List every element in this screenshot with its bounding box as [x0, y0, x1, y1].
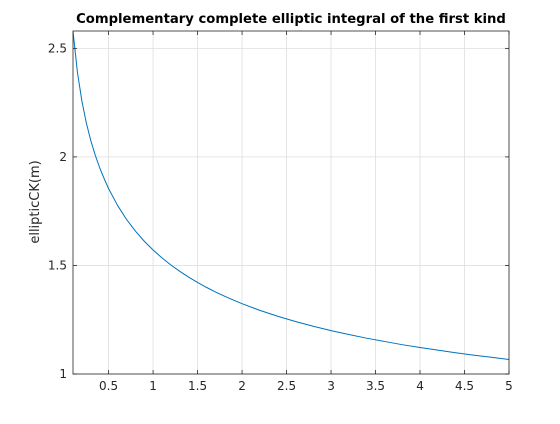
x-tick-label: 1.5 [188, 379, 207, 393]
series-layer [72, 31, 510, 360]
y-tick-label: 1.5 [48, 258, 67, 272]
y-tick-label: 2.5 [48, 41, 67, 55]
x-tick-label: 0.5 [99, 379, 118, 393]
x-tick-label: 4.5 [455, 379, 474, 393]
x-tick-label: 5 [505, 379, 513, 393]
x-tick-label: 1 [149, 379, 157, 393]
plot-area [73, 31, 509, 374]
series-line [72, 31, 510, 360]
x-tick-label: 3.5 [366, 379, 385, 393]
x-tick-label: 2 [238, 379, 246, 393]
x-tick-label: 4 [416, 379, 424, 393]
y-axis-label: ellipticCK(m) [28, 160, 43, 243]
plot-frame [72, 30, 510, 375]
chart-title: Complementary complete elliptic integral… [76, 12, 506, 27]
y-tick-label: 1 [59, 367, 67, 381]
x-tick-label: 2.5 [277, 379, 296, 393]
x-tick-label: 3 [327, 379, 335, 393]
tick-layer: 0.5 1 1.5 2 2.5 3 3.5 4 4.5 5 1 1.5 2 2.5 [48, 31, 513, 393]
y-tick-label: 2 [59, 150, 67, 164]
